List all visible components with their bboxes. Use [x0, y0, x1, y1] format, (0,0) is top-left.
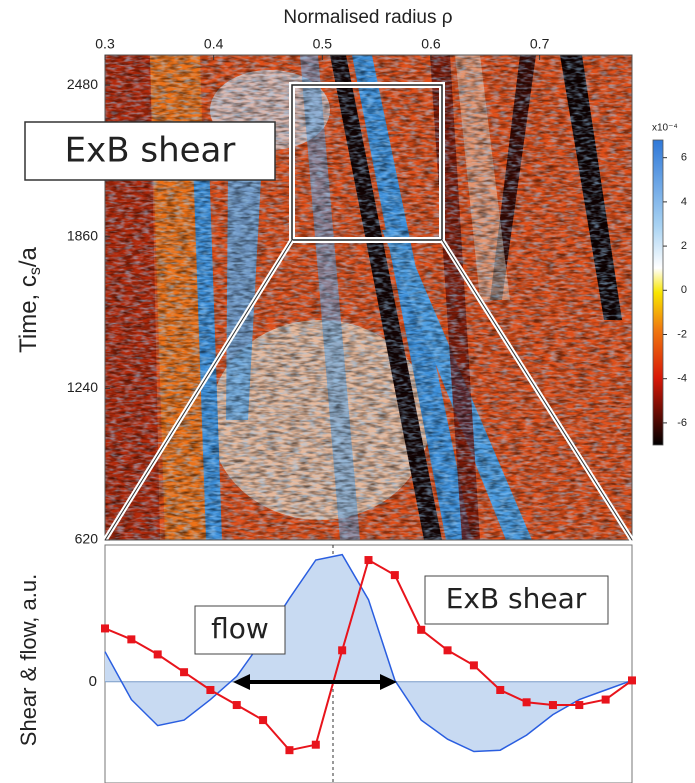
series-marker: [496, 685, 505, 694]
series-line: [104, 553, 633, 753]
series-marker: [180, 668, 189, 677]
annotation: ExB shear: [65, 131, 236, 171]
heatmap-frame: [104, 54, 633, 541]
colorbar-tick-label: -6: [677, 417, 687, 429]
line-plot: 0: [89, 553, 636, 755]
annotation-box: [24, 121, 276, 181]
series-marker: [127, 635, 136, 644]
zoom-box-outline: [291, 84, 443, 241]
series-marker: [311, 740, 320, 749]
y-axis-title: Time, cs/a: [15, 246, 44, 352]
colorbar-tick-label: -2: [677, 328, 687, 340]
zoom-line: [441, 239, 633, 541]
series-marker: [153, 650, 162, 659]
series-marker: [601, 695, 610, 704]
arrow-head: [233, 674, 250, 690]
series-marker: [575, 701, 584, 710]
y-axis-title-suffix: /a: [15, 246, 42, 267]
series-marker: [417, 625, 426, 634]
legend-box: [194, 605, 286, 655]
series-marker: [338, 646, 347, 655]
series-marker: [390, 571, 399, 580]
y-tick-label: 620: [75, 531, 99, 547]
series-marker: [259, 716, 268, 725]
series-marker: [232, 701, 241, 710]
legend-label: flow: [211, 612, 269, 645]
y-axis-title-subscript: s: [27, 267, 44, 275]
legend-box: [424, 575, 609, 625]
y-tick-label: 2480: [67, 76, 98, 92]
x-tick-label: 0.3: [95, 36, 115, 52]
series-marker: [206, 685, 215, 694]
series-marker: [522, 698, 531, 707]
colorbar: [652, 139, 664, 446]
y-tick-label: 1240: [67, 379, 98, 395]
colorbar-tick-label: -4: [677, 373, 687, 385]
zoom-line: [104, 239, 293, 541]
y-axis-title: Shear & flow, a.u.: [16, 574, 41, 746]
colorbar-label: x10⁻⁴: [652, 123, 678, 134]
series-marker: [285, 746, 294, 755]
series-marker: [628, 676, 636, 685]
x-tick-label: 0.6: [421, 36, 441, 52]
colorbar-tick-label: 0: [681, 284, 687, 296]
x-tick-label: 0.7: [530, 36, 550, 52]
series-marker: [548, 701, 557, 710]
series-marker: [101, 624, 109, 633]
series-marker: [443, 646, 452, 655]
colorbar-tick-label: 4: [681, 196, 687, 208]
legend-label: ExB shear: [446, 582, 587, 615]
x-tick-label: 0.4: [204, 36, 224, 52]
colorbar-tick-label: 6: [681, 152, 687, 164]
series-marker: [364, 556, 373, 565]
x-axis-title: Normalised radius ρ: [283, 7, 452, 28]
flow-area: [105, 554, 632, 752]
colorbar-tick-label: 2: [681, 240, 687, 252]
series-marker: [469, 661, 478, 670]
x-tick-label: 0.5: [313, 36, 333, 52]
y-axis-title-text: Time, c: [15, 275, 42, 353]
y-tick-label: 0: [89, 673, 97, 690]
arrow-head: [380, 674, 397, 690]
y-tick-label: 1860: [67, 227, 98, 243]
